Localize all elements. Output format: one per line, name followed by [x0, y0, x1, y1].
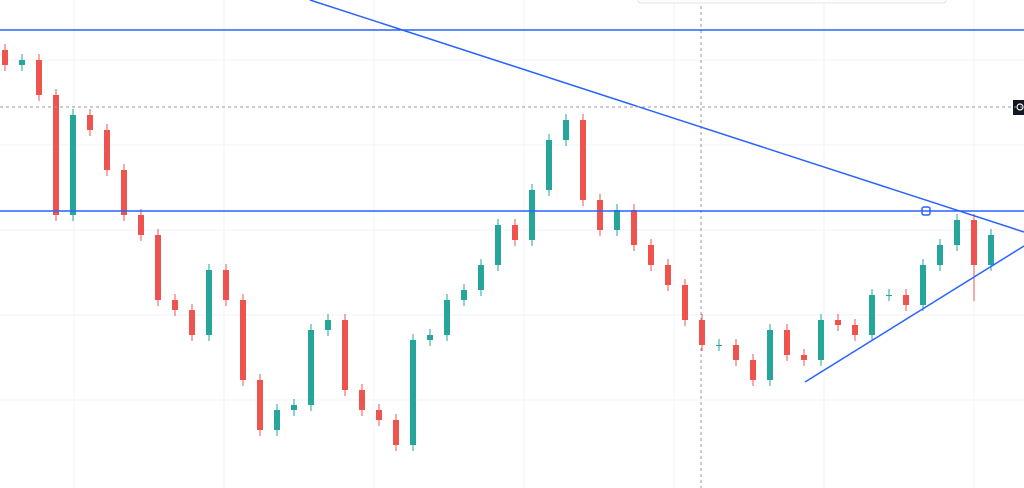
candle-body [801, 355, 807, 360]
candle-body [172, 300, 178, 310]
candle-body [580, 120, 586, 200]
candle-body [971, 220, 977, 265]
candle-body [665, 265, 671, 285]
price-marker[interactable] [1013, 100, 1024, 115]
candle-body [2, 50, 8, 65]
candle-body [444, 300, 450, 335]
candle-body [699, 320, 705, 345]
candle-body [104, 130, 110, 170]
candle-body [852, 325, 858, 335]
toolbar-edge [637, 0, 947, 4]
candle-body [546, 140, 552, 190]
candle-body [512, 225, 518, 240]
candle-body [138, 215, 144, 235]
candle-body [478, 265, 484, 290]
candle-body [716, 345, 722, 346]
candle-body [291, 405, 297, 410]
candle-body [869, 295, 875, 335]
candle-body [767, 330, 773, 380]
candle-body [70, 115, 76, 215]
candle-body [495, 225, 501, 265]
candle-body [988, 235, 994, 265]
trend-line [804, 245, 1024, 383]
candles [2, 44, 994, 451]
candle-body [733, 345, 739, 360]
candle-body [240, 300, 246, 380]
candle-body [920, 265, 926, 305]
trend-line [309, 0, 1024, 233]
candle-body [784, 330, 790, 355]
candle-body [308, 330, 314, 405]
candle-body [529, 190, 535, 240]
candle-body [954, 220, 960, 245]
candle-body [461, 290, 467, 300]
candle-body [818, 320, 824, 360]
candle-body [19, 60, 25, 65]
candle-body [903, 295, 909, 305]
candle-body [376, 410, 382, 420]
candle-body [937, 245, 943, 265]
candle-body [342, 320, 348, 390]
candle-body [682, 285, 688, 320]
candle-body [53, 95, 59, 215]
candle-body [393, 420, 399, 445]
candle-body [614, 210, 620, 230]
candle-body [223, 270, 229, 300]
candle-body [359, 390, 365, 410]
candle-body [155, 235, 161, 300]
candle-body [410, 340, 416, 445]
candle-body [87, 115, 93, 130]
candle-body [835, 320, 841, 325]
candle-body [648, 245, 654, 265]
candle-body [257, 380, 263, 430]
candle-body [427, 335, 433, 340]
candle-body [750, 360, 756, 380]
candle-body [206, 270, 212, 335]
candle-body [325, 320, 331, 330]
candle-body [631, 210, 637, 245]
candle-body [36, 60, 42, 95]
candle-body [189, 310, 195, 335]
candle-body [121, 170, 127, 215]
candle-body [886, 295, 892, 296]
candle-body [563, 120, 569, 140]
candle-body [274, 410, 280, 430]
candle-body [597, 200, 603, 230]
